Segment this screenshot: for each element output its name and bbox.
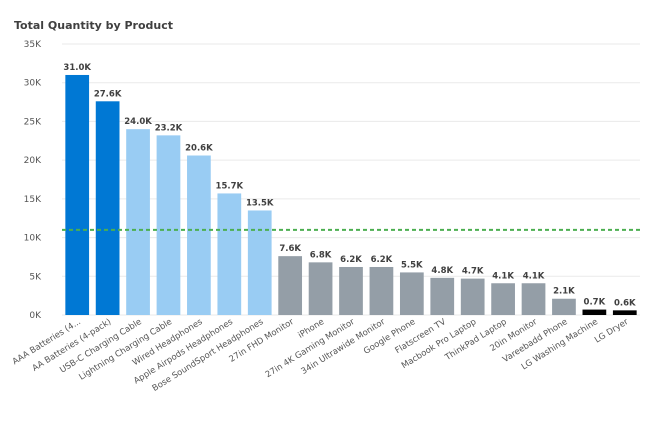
data-label: 4.7K	[462, 267, 484, 277]
data-label: 6.2K	[340, 255, 362, 265]
data-label: 24.0K	[124, 117, 152, 127]
y-tick-label: 30K	[24, 79, 42, 89]
data-label: 5.5K	[401, 260, 423, 270]
data-label: 0.7K	[584, 298, 606, 308]
y-axis: 0K 5K 10K 15K 20K 25K 30K 35K	[24, 40, 42, 321]
bar[interactable]	[65, 74, 90, 315]
data-label: 20.6K	[185, 143, 213, 153]
bar[interactable]	[217, 193, 242, 315]
data-label: 2.1K	[553, 287, 575, 297]
bar[interactable]	[612, 310, 637, 315]
y-tick-label: 20K	[24, 156, 42, 166]
data-label: 15.7K	[216, 181, 244, 191]
bar[interactable]	[126, 129, 150, 315]
bar[interactable]	[339, 266, 363, 315]
chart-title: Total Quantity by Product	[14, 19, 174, 32]
y-tick-label: 15K	[24, 195, 42, 205]
data-label: 4.1K	[492, 271, 514, 281]
y-tick-label: 0K	[29, 311, 42, 321]
data-label: 23.2K	[155, 123, 183, 133]
data-label: 27.6K	[94, 89, 122, 99]
data-label: 6.2K	[371, 255, 393, 265]
y-tick-label: 35K	[24, 40, 42, 50]
bars	[65, 74, 637, 315]
bar[interactable]	[95, 101, 120, 315]
bar[interactable]	[308, 262, 333, 315]
data-label: 4.1K	[523, 271, 545, 281]
bar[interactable]	[156, 135, 181, 315]
bar[interactable]	[278, 256, 303, 315]
bar[interactable]	[430, 277, 455, 315]
data-label: 0.6K	[614, 298, 636, 308]
bar[interactable]	[582, 309, 607, 315]
bar[interactable]	[369, 266, 394, 315]
bar[interactable]	[247, 210, 272, 315]
bar[interactable]	[552, 298, 576, 315]
bar[interactable]	[187, 155, 211, 315]
y-tick-label: 10K	[24, 234, 42, 244]
y-tick-label: 25K	[24, 117, 42, 127]
data-label: 6.8K	[310, 250, 332, 260]
y-tick-label: 5K	[29, 272, 42, 282]
data-label: 31.0K	[63, 63, 91, 73]
data-label: 7.6K	[279, 244, 301, 254]
x-axis: AAA Batteries (4...AA Batteries (4-pack)…	[11, 317, 631, 394]
data-label: 13.5K	[246, 198, 274, 208]
bar[interactable]	[460, 278, 485, 315]
bar[interactable]	[521, 283, 546, 315]
category-label: LG Dryer	[593, 317, 631, 346]
data-label: 4.8K	[431, 266, 453, 276]
bar[interactable]	[491, 283, 515, 315]
bar[interactable]	[399, 272, 424, 315]
